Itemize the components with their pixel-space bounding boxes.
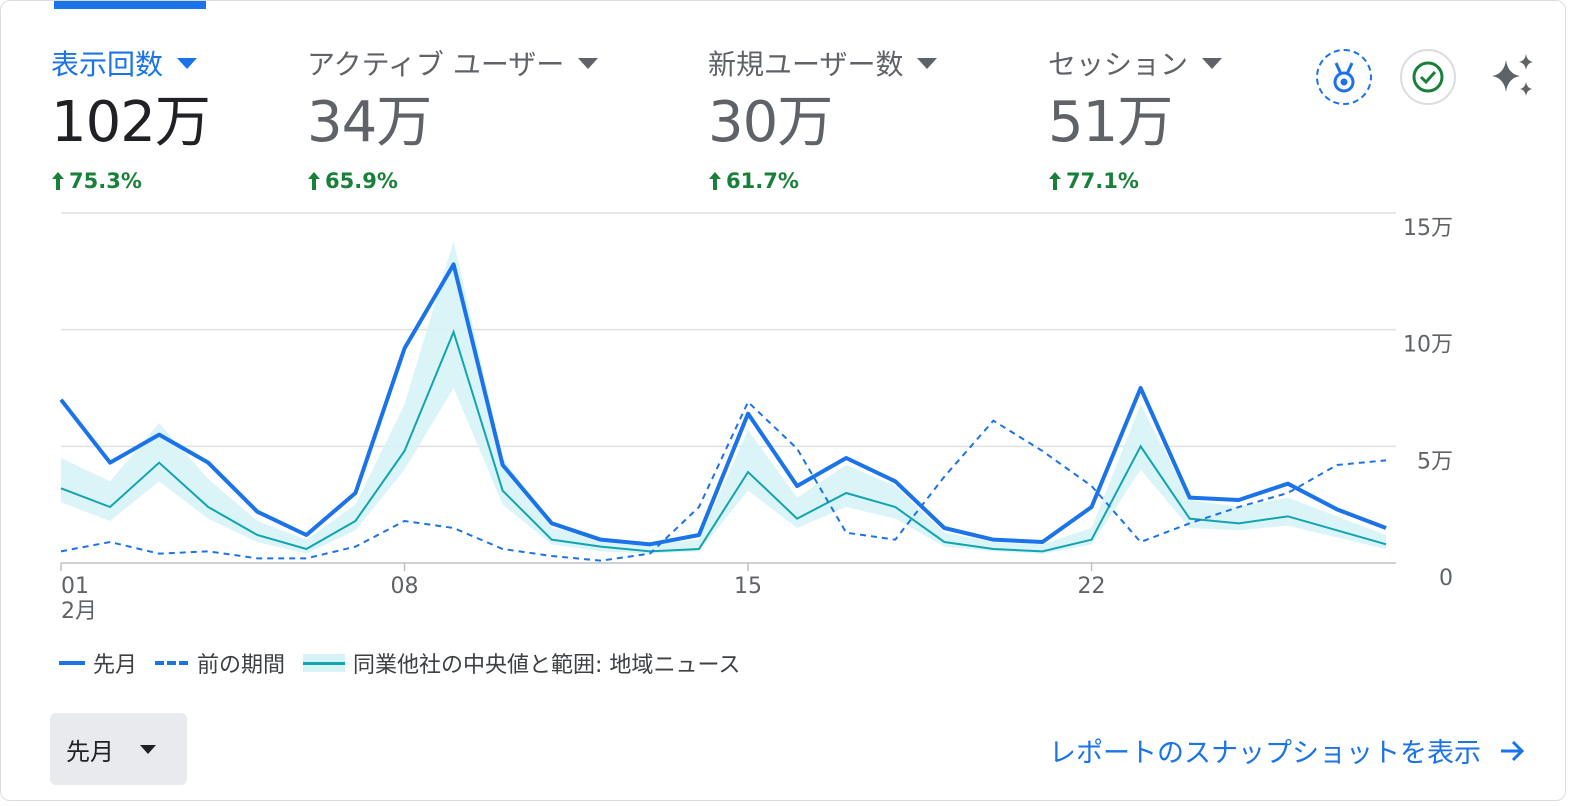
insights-badge-icon: [1333, 62, 1355, 93]
snapshot-link-label: レポートのスナップショットを表示: [1049, 738, 1481, 769]
chart-legend: 先月 前の期間 同業他社の中央値と範囲: 地域ニュース: [59, 647, 758, 679]
series-previous-period: [60, 400, 1387, 562]
x-tick-label: 22: [1078, 574, 1106, 599]
metric-change: 77.1%: [1048, 169, 1222, 193]
y-tick-label: 0: [1439, 566, 1453, 591]
insights-badge-button[interactable]: [1316, 49, 1372, 105]
legend-item-benchmark: 同業他社の中央値と範囲: 地域ニュース: [303, 647, 740, 679]
metric-label: アクティブ ユーザー: [307, 48, 565, 81]
arrow-up-icon: [1049, 172, 1061, 190]
legend-solid-line-icon: [59, 661, 85, 665]
metric-label: 新規ユーザー数: [708, 48, 904, 81]
period-selector-label: 先月: [66, 737, 114, 766]
series-benchmark-range: [61, 241, 1386, 554]
check-circle-icon: [1412, 61, 1444, 93]
x-tick-sublabel: 2月: [61, 599, 97, 624]
metric-active-users[interactable]: アクティブ ユーザー 34万 65.9%: [307, 43, 599, 193]
arrow-up-icon: [308, 172, 320, 190]
metric-change: 65.9%: [307, 169, 598, 193]
sparkle-icon: [1492, 54, 1533, 96]
period-selector[interactable]: 先月: [50, 713, 187, 785]
chevron-down-icon: [1202, 57, 1223, 69]
series-benchmark-median: [60, 329, 1387, 553]
chevron-down-icon: [140, 744, 156, 754]
x-tick-label: 08: [391, 574, 419, 599]
arrow-up-icon: [52, 172, 64, 190]
arrow-up-icon: [709, 172, 721, 190]
arrow-right-icon: [1501, 740, 1525, 761]
x-tick-label: 15: [734, 574, 762, 599]
chevron-down-icon: [578, 57, 599, 69]
metric-label: 表示回数: [51, 48, 164, 81]
metric-change: 75.3%: [51, 169, 210, 193]
check-status-button[interactable]: [1400, 49, 1456, 105]
view-report-snapshot-link[interactable]: レポートのスナップショットを表示: [1049, 731, 1525, 770]
legend-dashed-line-icon: [155, 661, 189, 665]
chevron-down-icon: [177, 57, 198, 69]
metric-value: 102万: [51, 90, 211, 155]
insights-sparkle-button[interactable]: [1485, 49, 1541, 105]
y-tick-label: 15万: [1403, 216, 1453, 241]
legend-benchmark-band-icon: [303, 654, 346, 672]
series-last-month: [59, 262, 1387, 547]
metric-change: 61.7%: [708, 169, 937, 193]
metric-sessions[interactable]: セッション 51万 77.1%: [1048, 43, 1223, 193]
metric-value: 30万: [708, 90, 833, 155]
legend-item-previous: 前の期間: [155, 647, 285, 679]
metric-value: 34万: [307, 90, 432, 155]
chevron-down-icon: [917, 57, 938, 69]
x-tick-label: 01: [61, 574, 89, 599]
y-tick-label: 5万: [1417, 449, 1453, 474]
metric-new-users[interactable]: 新規ユーザー数 30万 61.7%: [708, 43, 938, 193]
legend-item-current: 先月: [59, 647, 137, 679]
metric-label: セッション: [1048, 48, 1189, 81]
active-tab-indicator: [54, 1, 206, 9]
metric-value: 51万: [1048, 90, 1173, 155]
y-tick-label: 10万: [1403, 333, 1453, 358]
metric-impressions[interactable]: 表示回数 102万 75.3%: [51, 43, 211, 193]
